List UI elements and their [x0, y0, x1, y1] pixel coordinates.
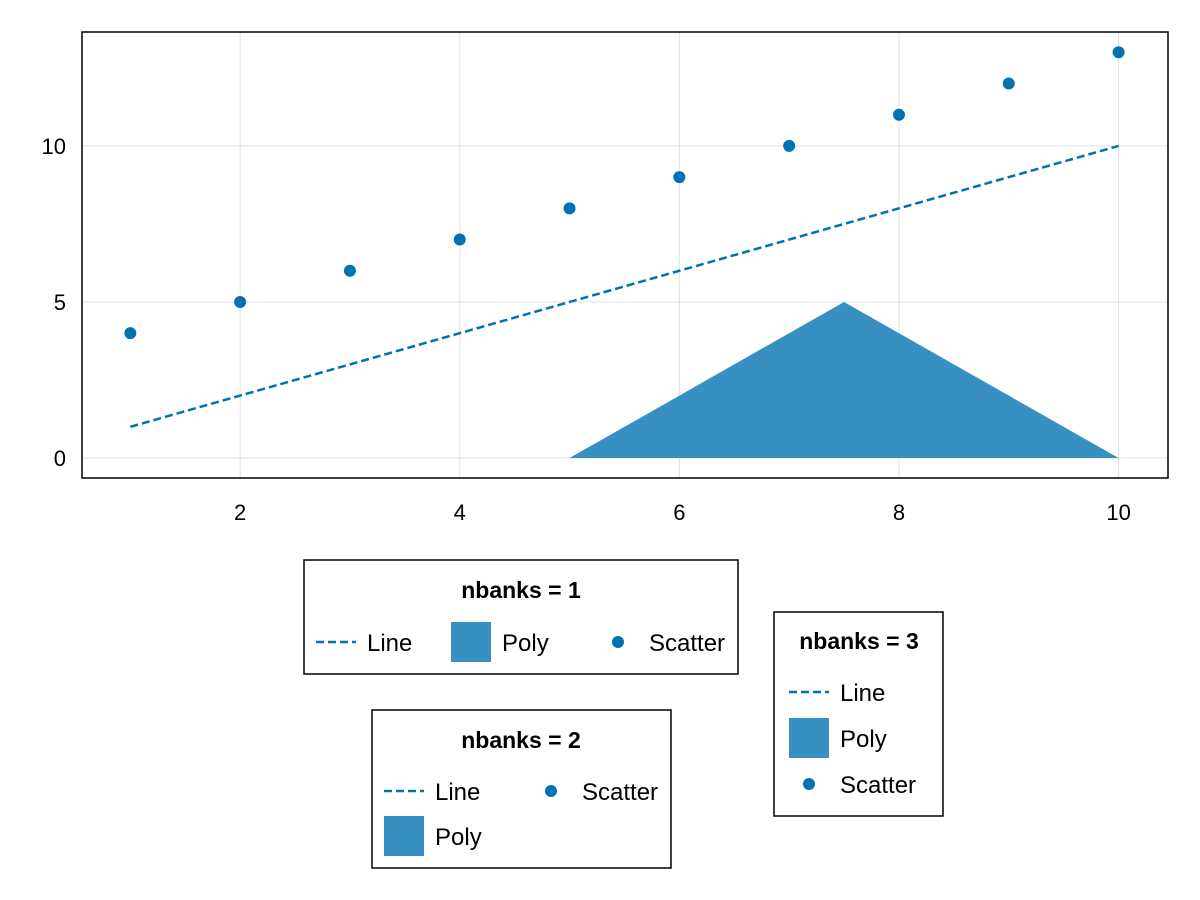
legend-entry-line: Line	[789, 680, 885, 707]
scatter-point	[1002, 77, 1015, 90]
legend-poly-marker	[789, 718, 829, 758]
legend-label: Line	[435, 779, 480, 806]
ticks: 2 4 6 8 10 0 5 10	[42, 134, 1131, 525]
poly-series	[569, 301, 1119, 459]
legend-entry-scatter: Scatter	[545, 779, 658, 806]
scatter-point	[563, 202, 576, 215]
legend-title: nbanks = 2	[461, 727, 581, 753]
legend-scatter-marker	[545, 785, 557, 797]
legend-label: Poly	[435, 824, 482, 851]
legend-frame	[303, 559, 739, 675]
scatter-point	[124, 327, 137, 340]
x-tick-label: 6	[673, 500, 685, 525]
legend-title: nbanks = 1	[461, 577, 581, 603]
legend-entry-poly: Poly	[384, 816, 482, 856]
legend-entry-scatter: Scatter	[803, 772, 916, 799]
y-tick-label: 10	[42, 134, 66, 159]
legend-label: Line	[840, 680, 885, 707]
legend-poly-marker	[451, 622, 491, 662]
scatter-point	[234, 295, 247, 308]
legend-label: Poly	[502, 630, 549, 657]
legend-entry-poly: Poly	[451, 622, 549, 662]
legend-1: nbanks = 1 Line Poly Scatter	[303, 559, 739, 675]
legend-entry-line: Line	[384, 779, 480, 806]
x-tick-label: 10	[1106, 500, 1130, 525]
scatter-point	[453, 233, 466, 246]
legend-entry-poly: Poly	[789, 718, 887, 758]
legend-2: nbanks = 2 Line Scatter Poly	[371, 709, 672, 869]
legend-scatter-marker	[612, 636, 624, 648]
y-tick-label: 5	[54, 290, 66, 315]
scatter-point	[343, 264, 356, 277]
y-tick-label: 0	[54, 446, 66, 471]
x-tick-label: 2	[234, 500, 246, 525]
legend-frame	[773, 611, 944, 817]
scatter-point	[673, 171, 686, 184]
x-tick-label: 4	[454, 500, 466, 525]
legend-title: nbanks = 3	[799, 628, 919, 654]
plot-area	[124, 46, 1125, 459]
legend-scatter-marker	[803, 778, 815, 790]
legend-label: Scatter	[649, 630, 725, 657]
legend-poly-marker	[384, 816, 424, 856]
scatter-point	[1112, 46, 1125, 59]
legend-label: Line	[367, 630, 412, 657]
legend-label: Scatter	[582, 779, 658, 806]
axes-frame	[81, 31, 1169, 479]
scatter-point	[783, 139, 796, 152]
legend-label: Scatter	[840, 772, 916, 799]
legend-label: Poly	[840, 726, 887, 753]
scatter-point	[892, 108, 905, 121]
legend-entry-line: Line	[316, 630, 412, 657]
x-tick-label: 8	[893, 500, 905, 525]
legend-3: nbanks = 3 Line Poly Scatter	[773, 611, 944, 817]
line-series	[129, 144, 1119, 429]
legend-entry-scatter: Scatter	[612, 630, 725, 657]
